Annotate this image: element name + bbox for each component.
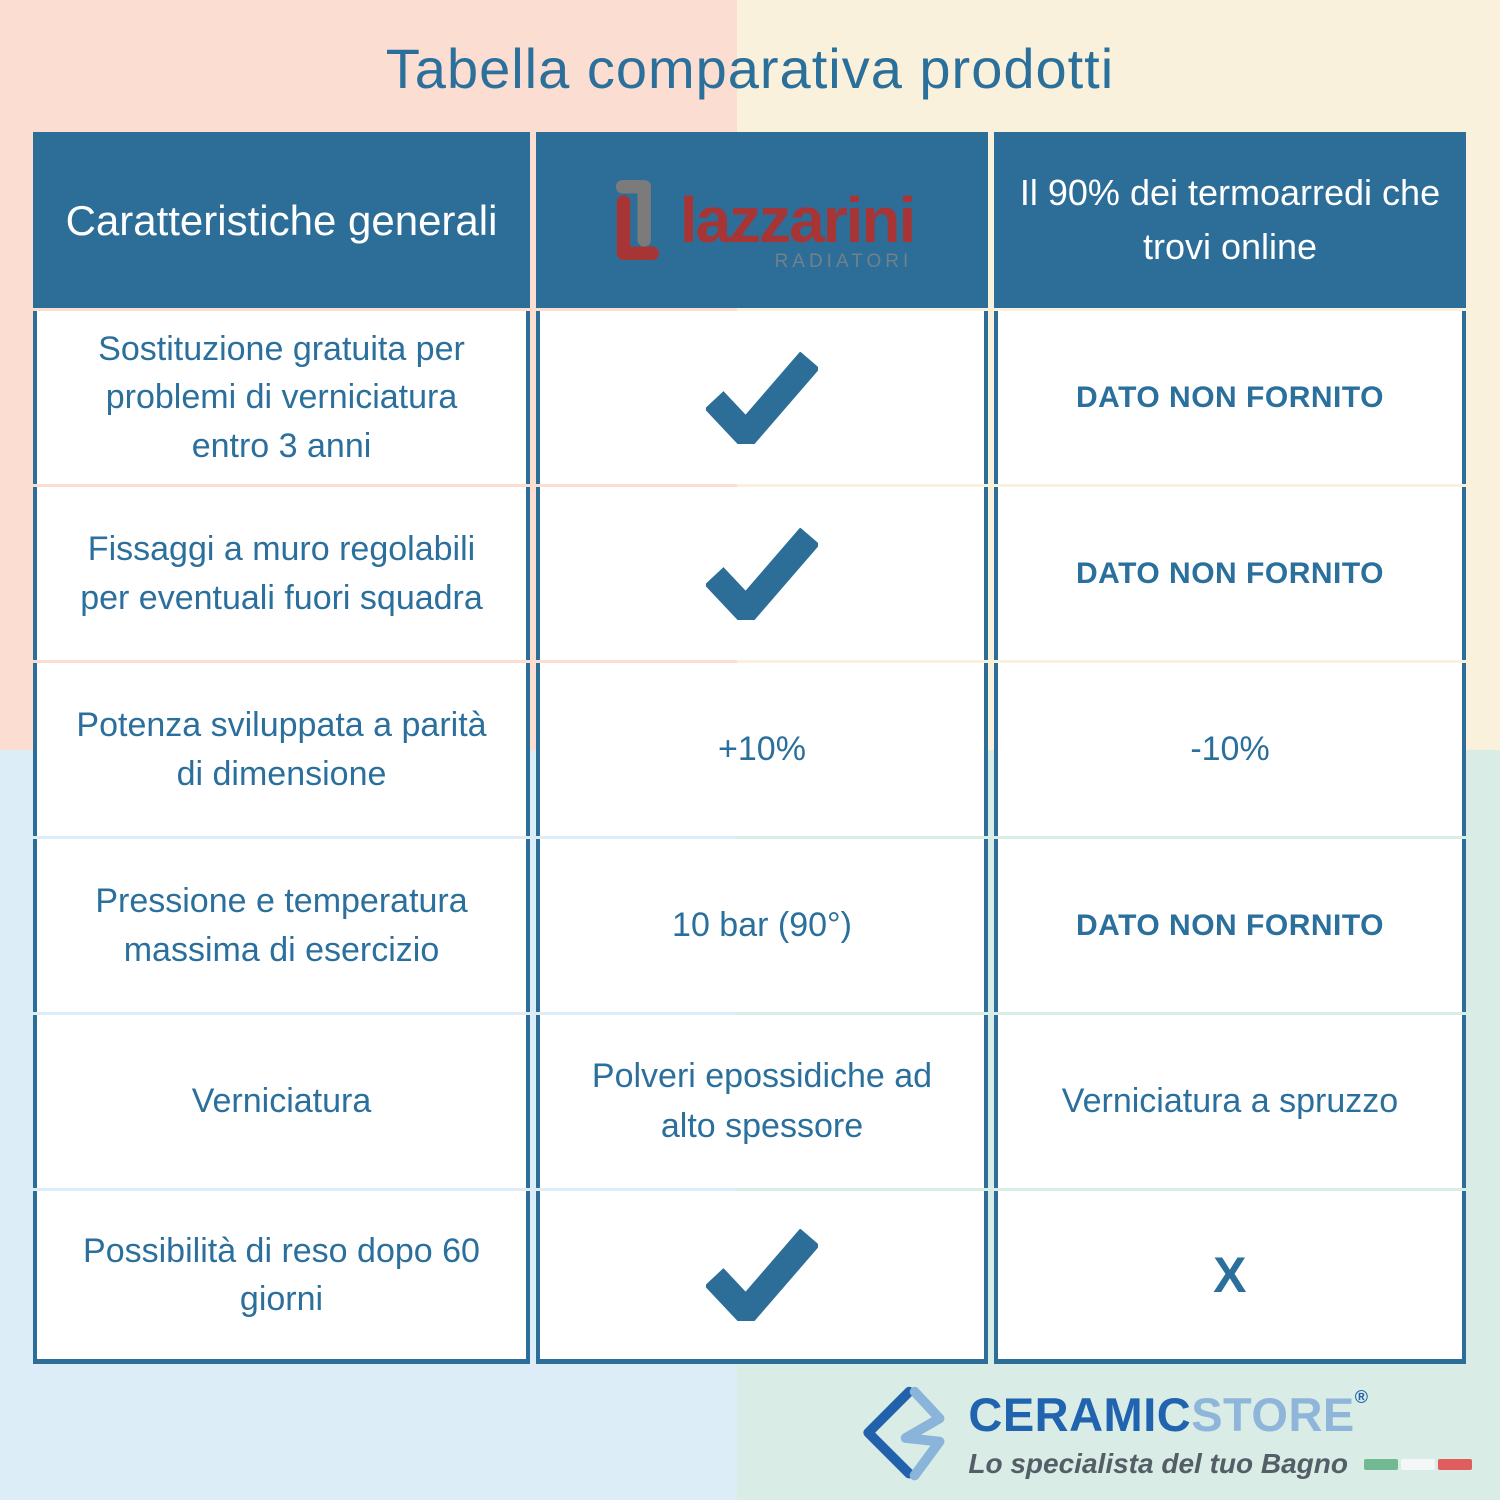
row-label: Sostituzione gratuita per problemi di ve… [33, 311, 530, 484]
cell-value: 10 bar (90°) [672, 905, 852, 944]
brand-ceramic: CERAMIC [968, 1388, 1192, 1441]
ceramicstore-brand-name: CERAMICSTORE® [968, 1388, 1472, 1438]
header-lazzarini: lazzarini RADIATORI [536, 132, 988, 308]
lazzarini-logo-icon [615, 179, 659, 261]
brand-store: STORE [1191, 1388, 1355, 1441]
italy-flag-icon [1364, 1458, 1472, 1470]
header-caratteristiche: Caratteristiche generali [33, 132, 530, 308]
registered-mark: ® [1354, 1387, 1369, 1407]
cell-lazzarini: 10 bar (90°) [536, 839, 988, 1012]
cell-online: DATO NON FORNITO [994, 487, 1466, 660]
lazzarini-wordmark-text: lazzarini [679, 184, 917, 256]
ceramicstore-tagline: Lo specialista del tuo Bagno [968, 1448, 1348, 1479]
cell-value: -10% [1190, 729, 1270, 768]
check-icon [706, 351, 818, 444]
ceramicstore-text-block: CERAMICSTORE® Lo specialista del tuo Bag… [968, 1388, 1472, 1480]
cell-value: Polveri epossidiche ad alto spessore [591, 1057, 933, 1145]
cell-online: X [994, 1191, 1466, 1364]
check-icon [706, 527, 818, 620]
page-title: Tabella comparativa prodotti [385, 37, 1115, 100]
cell-value: +10% [718, 729, 806, 768]
check-icon [706, 1229, 818, 1321]
cell-online: DATO NON FORNITO [994, 311, 1466, 484]
cell-value: Verniciatura a spruzzo [1061, 1081, 1399, 1120]
row-label: Potenza sviluppata a parità di dimension… [33, 663, 530, 836]
ceramicstore-tagline-row: Lo specialista del tuo Bagno [968, 1448, 1472, 1480]
cell-lazzarini [536, 1191, 988, 1364]
cell-lazzarini [536, 487, 988, 660]
cell-lazzarini: Polveri epossidiche ad alto spessore [536, 1015, 988, 1188]
cell-lazzarini: +10% [536, 663, 988, 836]
cell-value: X [1213, 1246, 1247, 1303]
comparison-table: Caratteristiche generali lazzarini RADIA… [33, 132, 1466, 1364]
lazzarini-wordmark: lazzarini RADIATORI [680, 188, 917, 272]
cell-online: Verniciatura a spruzzo [994, 1015, 1466, 1188]
row-label: Verniciatura [33, 1015, 530, 1188]
row-label: Pressione e temperatura massima di eserc… [33, 839, 530, 1012]
row-label: Possibilità di reso dopo 60 giorni [33, 1191, 530, 1364]
ceramicstore-diamond-icon [863, 1386, 945, 1481]
cell-value: DATO NON FORNITO [1076, 380, 1384, 414]
cell-value: DATO NON FORNITO [1076, 556, 1384, 590]
header-online-competitors: Il 90% dei termoarredi che trovi online [994, 132, 1466, 308]
cell-lazzarini [536, 311, 988, 484]
lazzarini-radiatori-label: RADIATORI [774, 250, 913, 272]
cell-value: DATO NON FORNITO [1076, 908, 1384, 942]
row-label: Fissaggi a muro regolabili per eventuali… [33, 487, 530, 660]
lazzarini-logo: lazzarini RADIATORI [610, 172, 917, 272]
ceramicstore-logo: CERAMICSTORE® Lo specialista del tuo Bag… [854, 1382, 1472, 1486]
cell-online: DATO NON FORNITO [994, 839, 1466, 1012]
cell-online: -10% [994, 663, 1466, 836]
